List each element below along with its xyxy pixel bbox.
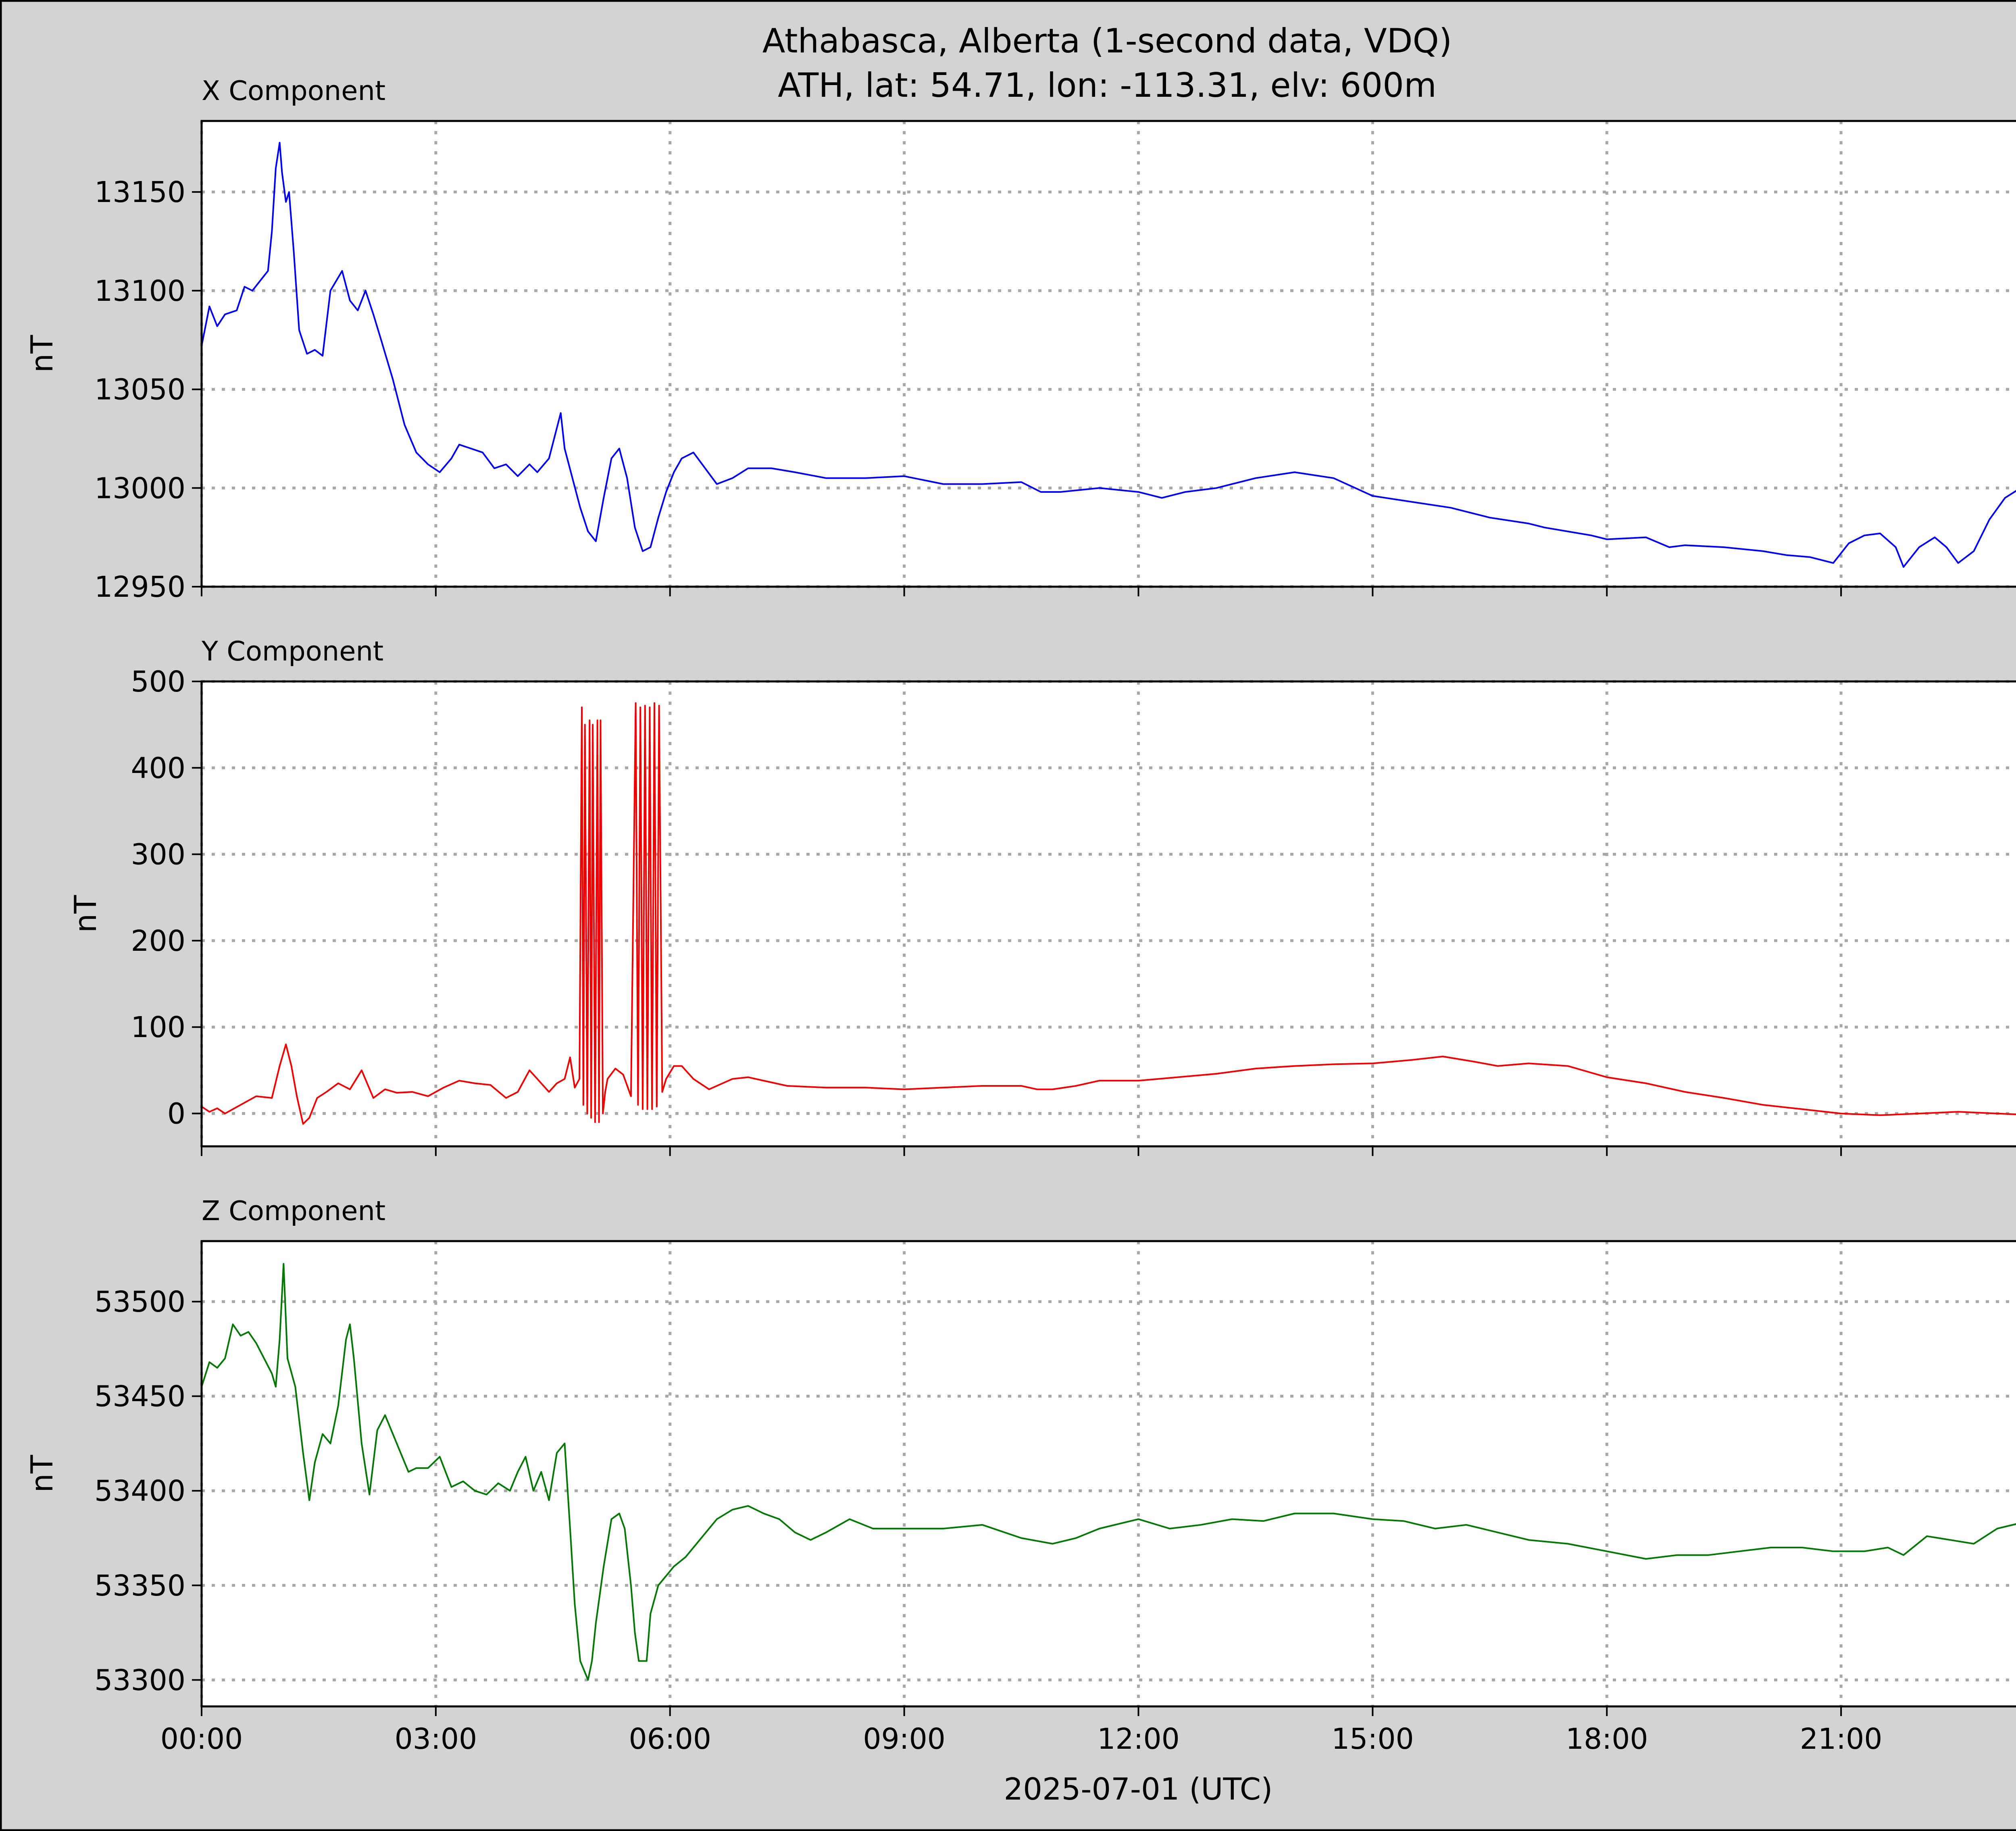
xtick-label-7: 21:00 [1800,1722,1883,1756]
x-component-panel: 12950 13000 13050 13100 13150 X Component nT [24,75,2016,604]
z-ytick-label-2: 53400 [94,1474,185,1508]
x-ytick-label-0: 12950 [94,570,185,604]
xtick-label-2: 06:00 [629,1722,711,1756]
y-ytick-label-4: 400 [131,751,185,785]
y-ytick-label-0: 0 [167,1097,185,1131]
xtick-label-0: 00:00 [160,1722,243,1756]
xtick-label-6: 18:00 [1566,1722,1648,1756]
x-ytick-label-3: 13100 [94,274,185,308]
x-ytick-label-2: 13050 [94,373,185,406]
y-component-series-line [201,702,2016,1125]
z-plot-area [202,1241,2016,1706]
xtick-label-3: 09:00 [863,1722,946,1756]
figure-title-line1: Athabasca, Alberta (1-second data, VDQ) [762,21,1452,60]
y-ytick-label-5: 500 [131,665,185,698]
xtick-label-1: 03:00 [395,1722,477,1756]
z-ytick-label-4: 53500 [94,1285,185,1319]
y-ytick-label-3: 300 [131,838,185,871]
xtick-label-4: 12:00 [1097,1722,1180,1756]
y-component-panel: 0 100 200 300 400 500 Y Component nT [68,635,2016,1156]
y-plot-area [202,681,2016,1146]
z-component-series-line [201,1263,2016,1681]
x-plot-area [202,121,2016,587]
x-component-title: X Component [202,75,385,106]
z-y-axis-label: nT [24,1454,60,1493]
z-ytick-label-0: 53300 [94,1663,185,1697]
y-ytick-label-1: 100 [131,1010,185,1044]
figure-title-line2: ATH, lat: 54.71, lon: -113.31, elv: 600m [778,66,1437,105]
z-component-panel: 53300 53350 53400 53450 53500 00:00 03:00 06:00… [24,1195,2016,1756]
y-y-axis-label: nT [68,895,103,933]
y-ytick-label-2: 200 [131,924,185,958]
z-component-title: Z Component [202,1195,385,1227]
x-component-series-line [201,142,2016,568]
y-component-title: Y Component [201,635,383,667]
x-ytick-label-4: 13150 [94,175,185,209]
xtick-label-5: 15:00 [1331,1722,1414,1756]
x-y-axis-label: nT [24,335,60,373]
z-ytick-label-1: 53350 [94,1569,185,1602]
z-ytick-label-3: 53450 [94,1380,185,1413]
x-ytick-label-1: 13000 [94,471,185,505]
x-axis-label: 2025-07-01 (UTC) [1004,1771,1273,1807]
